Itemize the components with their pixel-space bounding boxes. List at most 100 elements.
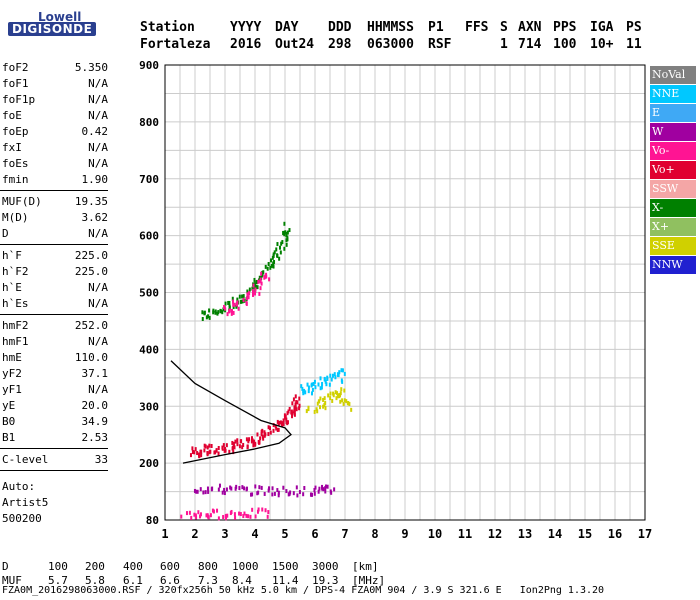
trace-point xyxy=(348,401,351,406)
y-tick-label: 800 xyxy=(139,116,159,129)
trace-point xyxy=(209,449,212,454)
auto-line: 500200 xyxy=(2,512,42,525)
trace-point xyxy=(279,245,282,250)
trace-point xyxy=(336,391,339,396)
trace-point xyxy=(329,391,332,396)
trace-point xyxy=(260,485,263,490)
trace-point xyxy=(232,310,235,315)
trace-point xyxy=(304,390,307,395)
bottom-row-value: 6.6 xyxy=(160,574,180,587)
trace-point xyxy=(263,430,266,435)
trace-point xyxy=(261,428,264,433)
trace-point xyxy=(331,398,334,403)
x-tick-label: 16 xyxy=(608,527,622,541)
trace-point xyxy=(221,310,224,315)
trace-point xyxy=(199,512,202,517)
y-tick-label: 500 xyxy=(139,287,159,300)
trace-point xyxy=(228,449,231,454)
legend-item: SSE xyxy=(650,237,696,255)
trace-point xyxy=(223,448,226,453)
trace-point xyxy=(245,513,248,518)
trace-point xyxy=(267,262,270,267)
legend-item: Vo- xyxy=(650,142,696,160)
trace-point xyxy=(320,385,323,390)
bottom-row-value: 800 xyxy=(198,560,218,573)
param-row: MUF(D) 19.35 xyxy=(2,194,108,209)
trace-point xyxy=(312,381,315,386)
trace-point xyxy=(242,442,245,447)
trace-point xyxy=(302,492,305,497)
trace-point xyxy=(242,514,245,519)
trace-point xyxy=(251,286,254,291)
bottom-row-value: 19.3 xyxy=(312,574,339,587)
legend-item: W xyxy=(650,123,696,141)
trace-point xyxy=(330,490,333,495)
trace-point xyxy=(245,487,248,492)
trace-point xyxy=(287,409,290,414)
trace-point xyxy=(231,440,234,445)
trace-point xyxy=(298,406,301,411)
header-label: YYYY xyxy=(230,20,262,35)
bottom-row-value: 1000 xyxy=(232,560,259,573)
trace-point xyxy=(265,274,268,279)
trace-point xyxy=(185,511,188,516)
trace-point xyxy=(298,403,301,408)
trace-point xyxy=(300,384,303,389)
trace-point xyxy=(324,406,327,411)
param-value: N/A xyxy=(88,157,108,170)
param-value: 225.0 xyxy=(74,249,108,262)
param-value: 110.0 xyxy=(74,351,108,364)
trace-point xyxy=(232,305,235,310)
header-value: 063000 xyxy=(367,37,414,52)
trace-point xyxy=(282,485,285,490)
param-key: hmE xyxy=(2,351,22,364)
trace-point xyxy=(337,393,340,398)
header-value: 100 xyxy=(553,37,577,52)
trace-point xyxy=(316,409,319,414)
trace-point xyxy=(208,443,211,448)
trace-point xyxy=(193,512,196,517)
bottom-row-value: 1500 xyxy=(272,560,299,573)
trace-point xyxy=(322,397,325,402)
trace-point xyxy=(310,382,313,387)
trace-point xyxy=(229,511,232,516)
trace-point xyxy=(288,228,291,233)
param-value: 37.1 xyxy=(81,367,109,380)
legend-item: X- xyxy=(650,199,696,217)
trace-point xyxy=(228,308,231,313)
param-key: h`Es xyxy=(2,297,29,310)
header-label: AXN xyxy=(518,20,542,35)
trace-point xyxy=(347,400,350,405)
x-tick-label: 1 xyxy=(161,527,168,541)
trace-point xyxy=(246,296,249,301)
trace-point xyxy=(264,264,267,269)
trace-point xyxy=(273,259,276,264)
param-row: fmin 1.90 xyxy=(2,172,108,187)
trace-point xyxy=(319,386,322,391)
trace-point xyxy=(188,510,191,515)
trace-point xyxy=(334,390,337,395)
trace-point xyxy=(310,391,313,396)
x-tick-label: 4 xyxy=(251,527,258,541)
trace-point xyxy=(202,490,205,495)
trace-point xyxy=(270,258,273,263)
trace-point xyxy=(285,242,288,247)
trace-point xyxy=(330,377,333,382)
param-separator xyxy=(0,470,108,471)
param-value: N/A xyxy=(88,297,108,310)
trace-point xyxy=(283,221,286,226)
x-tick-label: 11 xyxy=(458,527,472,541)
trace-point xyxy=(247,439,250,444)
trace-point xyxy=(269,265,272,270)
param-separator xyxy=(0,314,108,315)
param-value: 33 xyxy=(94,453,108,466)
trace-point xyxy=(270,263,273,268)
trace-point xyxy=(262,270,265,275)
trace-point xyxy=(329,396,332,401)
param-key: fmin xyxy=(2,173,29,186)
param-value: 5.350 xyxy=(74,61,108,74)
trace-point xyxy=(252,291,255,296)
bottom-row-label: D xyxy=(2,560,9,573)
trace-point xyxy=(302,391,305,396)
